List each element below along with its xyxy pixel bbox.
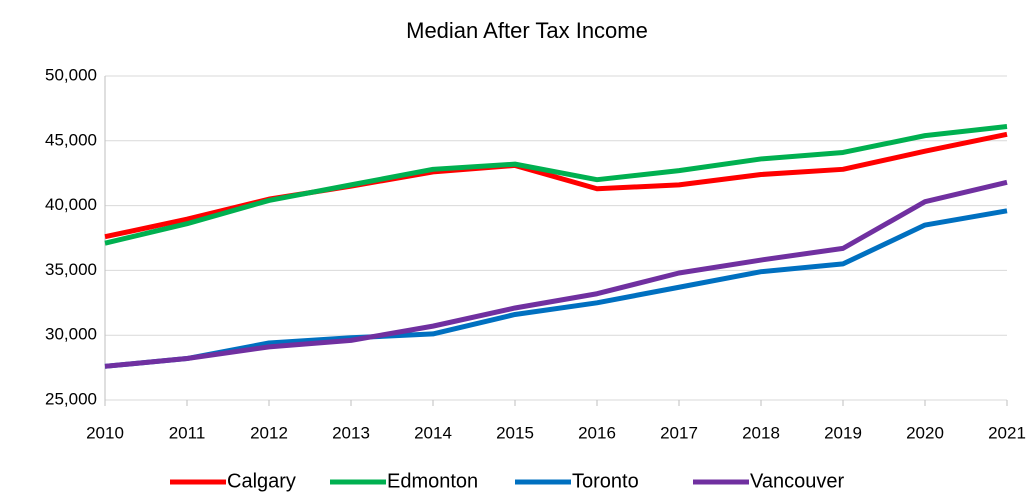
y-tick-label: 30,000 bbox=[45, 325, 97, 344]
x-tick-label: 2011 bbox=[169, 423, 206, 442]
y-tick-label: 25,000 bbox=[45, 389, 97, 408]
y-tick-label: 50,000 bbox=[45, 65, 97, 84]
series-line bbox=[104, 131, 1008, 240]
chart-title: Median After Tax Income bbox=[406, 18, 648, 43]
legend-label: Vancouver bbox=[750, 470, 844, 492]
x-tick-label: 2015 bbox=[496, 423, 534, 442]
series-line bbox=[104, 208, 1008, 369]
x-tick-label: 2016 bbox=[578, 423, 616, 442]
y-tick-label: 35,000 bbox=[45, 260, 97, 279]
x-tick-label: 2019 bbox=[824, 423, 862, 442]
legend-label: Edmonton bbox=[387, 470, 478, 492]
series-line bbox=[104, 124, 1008, 246]
y-tick-label: 45,000 bbox=[45, 130, 97, 149]
y-tick-label: 40,000 bbox=[45, 195, 97, 214]
legend-label: Calgary bbox=[227, 470, 296, 492]
legend-label: Toronto bbox=[572, 470, 639, 492]
x-tick-label: 2020 bbox=[906, 423, 944, 442]
x-tick-label: 2013 bbox=[332, 423, 370, 442]
x-tick-label: 2014 bbox=[414, 423, 452, 442]
x-tick-label: 2021 bbox=[988, 423, 1026, 442]
x-tick-label: 2017 bbox=[660, 423, 698, 442]
x-tick-label: 2018 bbox=[742, 423, 780, 442]
x-tick-label: 2010 bbox=[86, 423, 124, 442]
x-tick-label: 2012 bbox=[250, 423, 288, 442]
series-line bbox=[104, 179, 1008, 369]
